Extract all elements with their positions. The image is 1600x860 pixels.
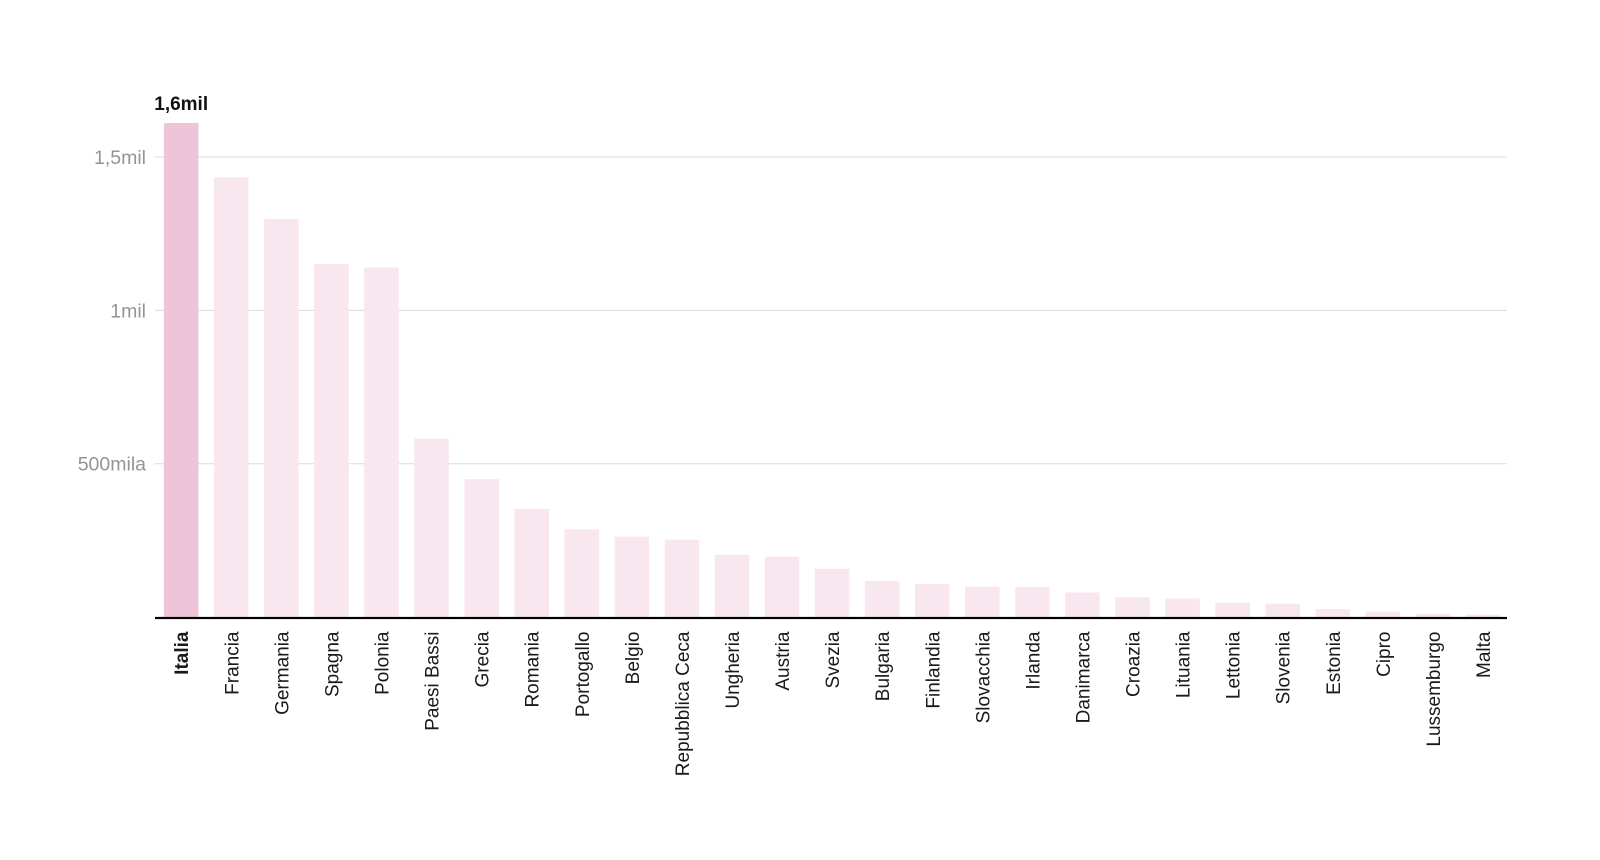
svg-text:Svezia: Svezia xyxy=(823,631,844,688)
svg-text:Polonia: Polonia xyxy=(372,631,393,695)
svg-text:Lituania: Lituania xyxy=(1174,631,1195,698)
svg-text:Portogallo: Portogallo xyxy=(573,632,594,718)
svg-text:Austria: Austria xyxy=(773,631,794,691)
svg-text:Ungheria: Ungheria xyxy=(723,631,744,709)
svg-text:1mil: 1mil xyxy=(110,300,146,322)
svg-text:Lettonia: Lettonia xyxy=(1224,631,1245,699)
svg-text:Lussemburgo: Lussemburgo xyxy=(1424,632,1445,747)
svg-text:Cipro: Cipro xyxy=(1374,632,1395,677)
svg-text:Bulgaria: Bulgaria xyxy=(873,631,894,701)
svg-text:Slovacchia: Slovacchia xyxy=(973,631,994,723)
svg-text:Germania: Germania xyxy=(272,631,293,715)
svg-text:Finlandia: Finlandia xyxy=(923,631,944,709)
svg-text:Estonia: Estonia xyxy=(1324,631,1345,695)
svg-text:Belgio: Belgio xyxy=(623,632,644,685)
svg-text:Slovenia: Slovenia xyxy=(1274,631,1295,704)
svg-text:1,5mil: 1,5mil xyxy=(94,147,146,169)
svg-text:Italia: Italia xyxy=(172,631,193,675)
svg-text:Grecia: Grecia xyxy=(473,631,494,687)
svg-text:Croazia: Croazia xyxy=(1124,631,1145,697)
svg-text:Paesi Bassi: Paesi Bassi xyxy=(423,632,444,731)
svg-text:Repubblica Ceca: Repubblica Ceca xyxy=(673,631,694,776)
svg-text:500mila: 500mila xyxy=(78,454,146,476)
svg-text:Spagna: Spagna xyxy=(322,631,343,697)
svg-text:Danimarca: Danimarca xyxy=(1073,631,1094,723)
svg-text:1,6mil: 1,6mil xyxy=(154,94,208,115)
svg-text:Irlanda: Irlanda xyxy=(1023,631,1044,690)
svg-text:Romania: Romania xyxy=(523,631,544,707)
svg-text:Francia: Francia xyxy=(222,631,243,695)
svg-text:Malta: Malta xyxy=(1474,631,1495,678)
